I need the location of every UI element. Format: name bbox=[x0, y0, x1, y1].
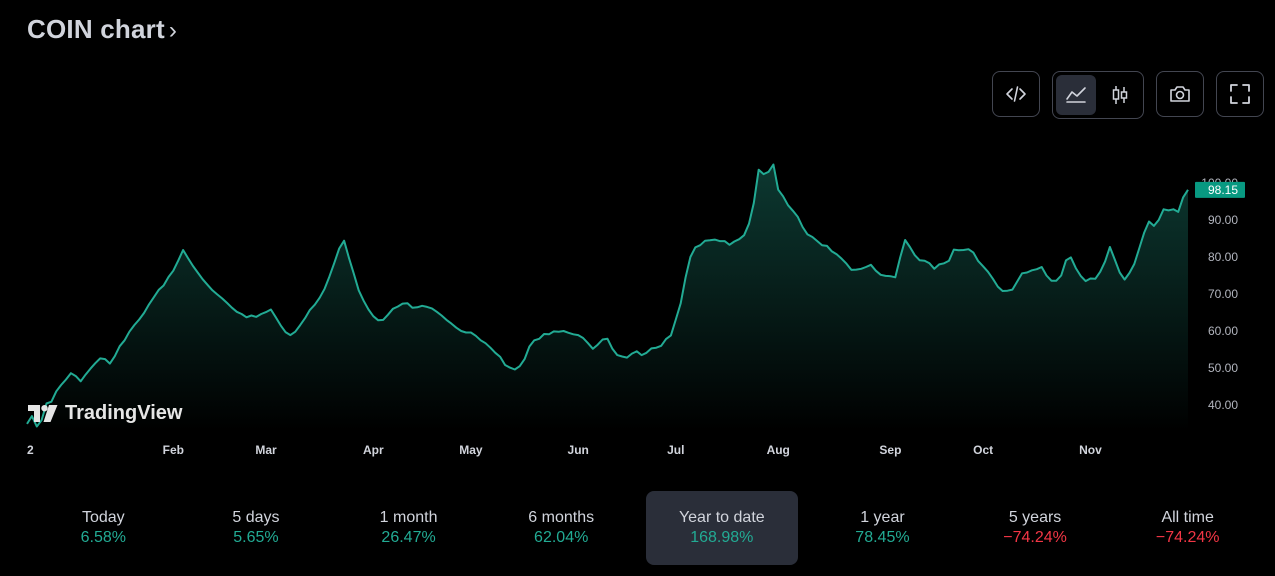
candlestick-chart-button[interactable] bbox=[1100, 75, 1140, 115]
x-axis-tick-label: Nov bbox=[1079, 443, 1102, 457]
y-axis-tick-label: 80.00 bbox=[1208, 250, 1238, 264]
price-area-fill bbox=[27, 164, 1188, 431]
candlestick-icon bbox=[1112, 86, 1128, 104]
tradingview-logo[interactable]: TradingView bbox=[28, 402, 182, 425]
price-series-line bbox=[26, 163, 1189, 428]
snapshot-button[interactable] bbox=[1156, 71, 1204, 117]
y-axis-tick-label: 50.00 bbox=[1208, 361, 1238, 375]
y-axis-tick-label: 60.00 bbox=[1208, 324, 1238, 338]
x-axis-tick-label: Sep bbox=[879, 443, 901, 457]
tradingview-logo-icon bbox=[28, 404, 58, 422]
period-tab-1-month[interactable]: 1 month 26.47% bbox=[332, 491, 485, 565]
period-change-value: 5.65% bbox=[233, 529, 279, 546]
embed-button[interactable] bbox=[992, 71, 1040, 117]
period-label: Today bbox=[81, 509, 125, 526]
chart-title-link[interactable]: COIN chart › bbox=[27, 14, 177, 45]
chart-title: COIN chart bbox=[27, 14, 165, 44]
period-change-value: 168.98% bbox=[690, 529, 754, 546]
x-axis-tick-label: Oct bbox=[973, 443, 993, 457]
chart-toolbar bbox=[0, 71, 1275, 119]
period-tab-6-months[interactable]: 6 months 62.04% bbox=[485, 491, 638, 565]
area-chart-icon bbox=[1066, 87, 1086, 103]
x-axis-tick-label: Feb bbox=[163, 443, 184, 457]
area-chart-button[interactable] bbox=[1056, 75, 1096, 115]
last-price-badge bbox=[1195, 181, 1245, 198]
period-label: 5 days bbox=[232, 509, 280, 526]
period-label: All time bbox=[1161, 509, 1214, 526]
period-tab-1-year[interactable]: 1 year 78.45% bbox=[806, 491, 959, 565]
period-label: 5 years bbox=[1008, 509, 1062, 526]
period-change-value: −74.24% bbox=[1003, 529, 1067, 546]
performance-periods: Today 6.58% 5 days 5.65% 1 month 26.47% 6 mont… bbox=[27, 491, 1264, 565]
fullscreen-button[interactable] bbox=[1216, 71, 1264, 117]
embed-code-icon bbox=[1006, 86, 1026, 102]
period-tab-5-days[interactable]: 5 days 5.65% bbox=[180, 491, 333, 565]
period-change-value: −74.24% bbox=[1155, 529, 1220, 546]
period-label: 6 months bbox=[528, 509, 595, 526]
period-tab-year-to-date[interactable]: Year to date 168.98% bbox=[645, 491, 799, 565]
y-axis-tick-label: 70.00 bbox=[1208, 287, 1238, 301]
period-label: 1 year bbox=[860, 509, 905, 526]
period-label: 1 month bbox=[379, 509, 438, 526]
x-axis-tick-label: Jun bbox=[568, 443, 589, 457]
last-price-label: 98.15 bbox=[1208, 183, 1238, 197]
camera-icon bbox=[1170, 86, 1190, 102]
period-change-value: 62.04% bbox=[534, 529, 589, 546]
x-axis-tick-label: Aug bbox=[767, 443, 790, 457]
fullscreen-icon bbox=[1230, 84, 1250, 104]
chart-type-switcher bbox=[1052, 71, 1144, 119]
tradingview-logo-text: TradingView bbox=[65, 402, 183, 424]
period-change-value: 78.45% bbox=[855, 529, 910, 546]
chevron-right-icon: › bbox=[168, 16, 178, 44]
y-axis-tick-label: 40.00 bbox=[1208, 398, 1238, 412]
period-label: Year to date bbox=[678, 509, 765, 526]
x-axis-tick-label: 2 bbox=[27, 443, 34, 457]
period-change-value: 26.47% bbox=[381, 529, 436, 546]
x-axis-tick-label: Mar bbox=[255, 443, 277, 457]
period-change-value: 6.58% bbox=[80, 529, 126, 546]
x-axis-tick-label: Jul bbox=[667, 443, 684, 457]
period-tab-5-years[interactable]: 5 years −74.24% bbox=[959, 491, 1112, 565]
y-axis-tick-label: 90.00 bbox=[1208, 213, 1238, 227]
period-tab-today[interactable]: Today 6.58% bbox=[27, 491, 180, 565]
period-tab-all-time[interactable]: All time −74.24% bbox=[1111, 491, 1264, 565]
x-axis-tick-label: Apr bbox=[363, 443, 384, 457]
x-axis-tick-label: May bbox=[459, 443, 483, 457]
